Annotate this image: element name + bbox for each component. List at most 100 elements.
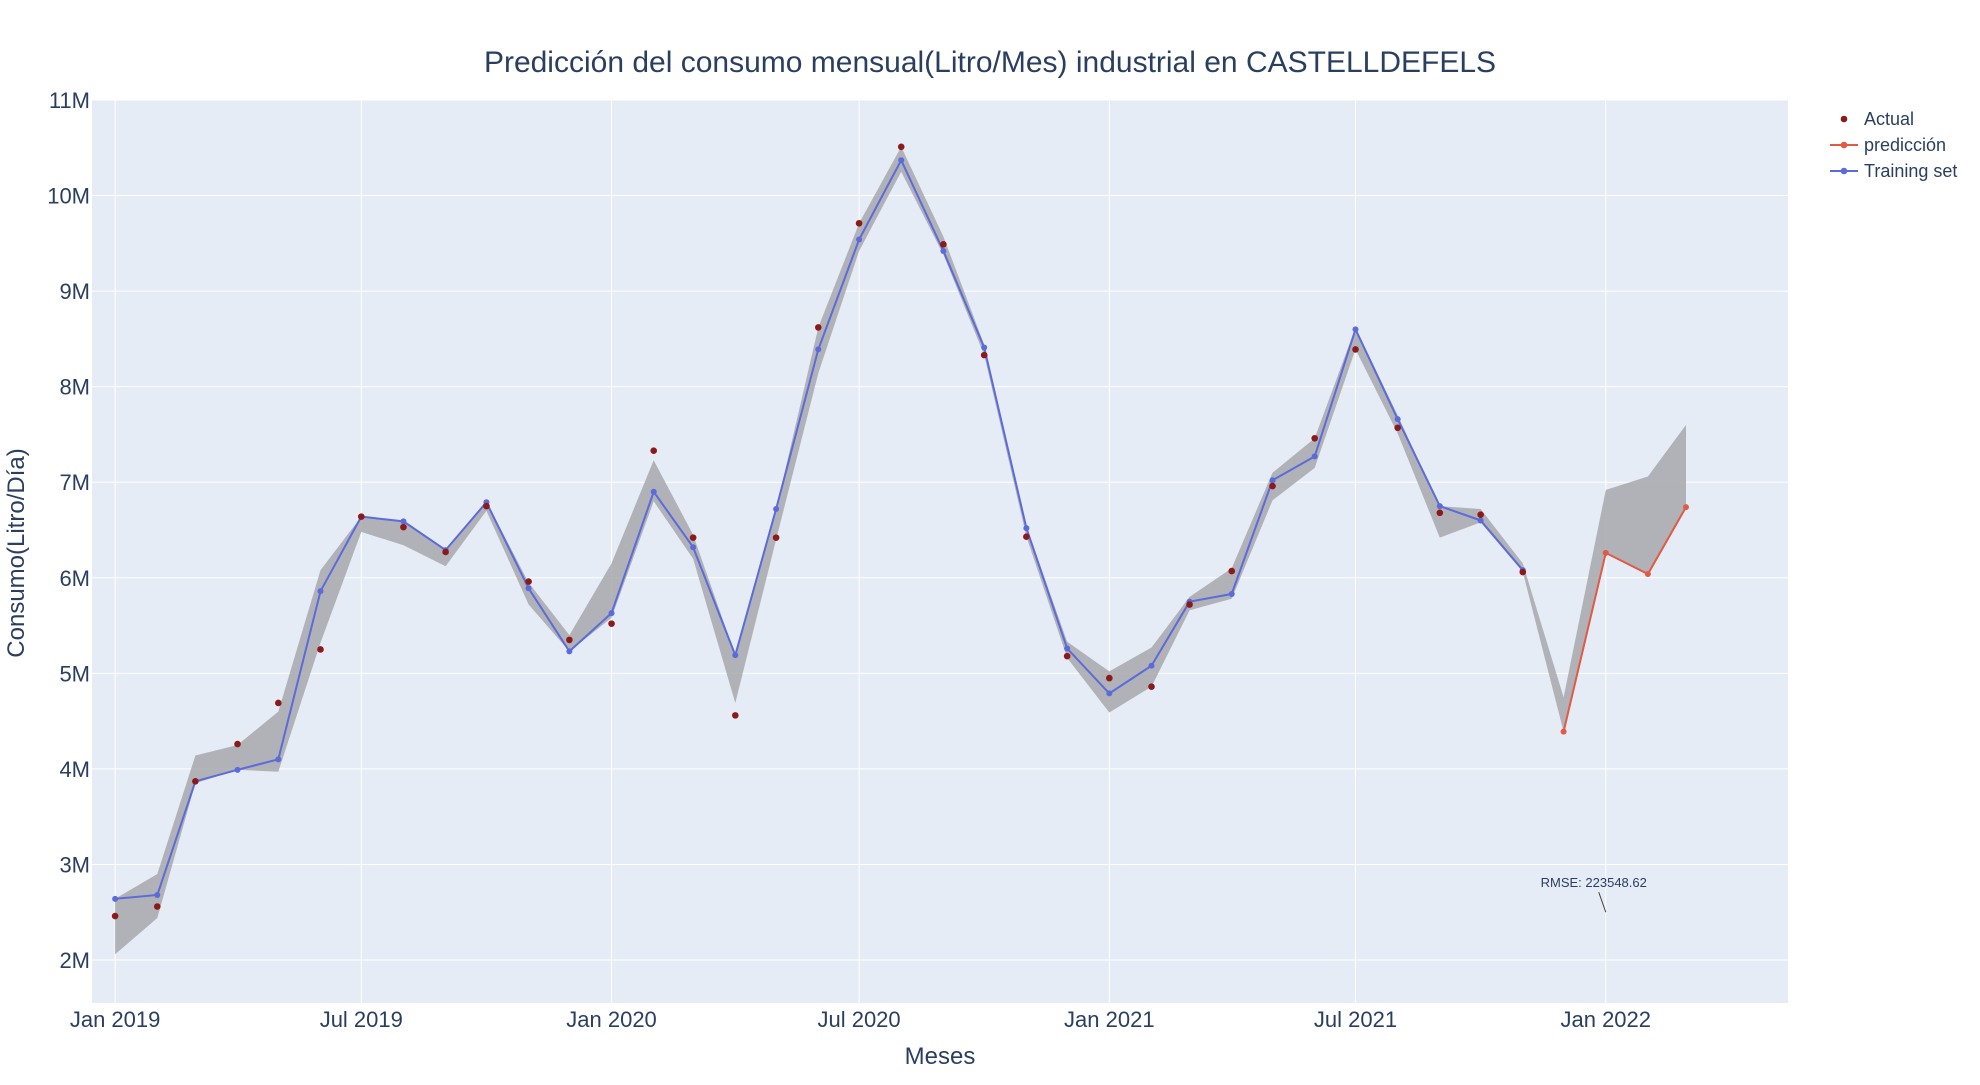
prediccion-point <box>1682 504 1689 511</box>
x-tick-label: Jan 2019 <box>70 1007 161 1032</box>
training-set-point <box>981 344 988 351</box>
actual-point <box>317 646 324 653</box>
legend-label: predicción <box>1864 135 1946 155</box>
y-tick-label: 4M <box>59 757 90 782</box>
training-set-point <box>773 505 780 512</box>
training-set-point <box>1311 453 1318 460</box>
training-set-point <box>400 518 407 525</box>
training-set-point <box>566 648 573 655</box>
training-set-point <box>275 756 282 763</box>
training-set-point <box>525 585 532 592</box>
actual-point <box>772 534 780 541</box>
legend-item-training-set: Training set <box>1830 161 1957 181</box>
x-axis-title: Meses <box>905 1043 976 1070</box>
actual-point <box>400 523 407 531</box>
confidence-band <box>115 146 1687 955</box>
legend-label: Training set <box>1864 161 1957 181</box>
training-set-point <box>856 236 863 243</box>
actual-point <box>1063 652 1071 660</box>
actual-point <box>1228 567 1236 575</box>
actual-point <box>1394 424 1401 432</box>
actual-point <box>442 548 449 556</box>
actual-point <box>897 143 905 151</box>
actual-point <box>357 513 365 520</box>
axes: Jan 2019 Jul 2019 Jan 2020 Jul 2020 Jan 2021… <box>47 88 1651 1032</box>
training-set-point <box>1023 525 1030 532</box>
actual-point <box>111 912 119 920</box>
training-set-point <box>898 157 905 164</box>
actual-point <box>855 219 863 227</box>
actual-point <box>1023 533 1030 540</box>
legend-swatch-marker <box>1840 141 1848 149</box>
rmse-annotation-text: RMSE: 223548.62 <box>1541 875 1647 890</box>
actual-point <box>1477 511 1484 519</box>
actual-point <box>1186 601 1193 608</box>
actual-point <box>1519 568 1527 576</box>
legend-item-prediccion: predicción <box>1830 135 1946 155</box>
actual-point <box>483 502 490 510</box>
training-set-point <box>1436 503 1443 510</box>
training-set-point <box>690 544 697 551</box>
prediccion-series <box>1560 504 1689 735</box>
training-set-point <box>650 488 657 495</box>
y-tick-label: 11M <box>49 88 90 113</box>
training-set-point <box>940 247 947 254</box>
actual-point <box>814 324 822 331</box>
y-tick-label: 7M <box>59 470 90 495</box>
training-set-point <box>1352 326 1359 333</box>
y-tick-label: 8M <box>59 375 90 400</box>
actual-point <box>234 740 241 748</box>
training-set-point <box>1228 591 1235 598</box>
actual-point <box>1311 434 1318 442</box>
training-set-point <box>1477 517 1484 524</box>
actual-point <box>525 578 532 585</box>
legend-swatch-marker <box>1840 115 1848 123</box>
legend-item-actual: Actual <box>1840 109 1914 129</box>
actual-point <box>1352 346 1359 353</box>
y-tick-label: 2M <box>59 948 90 973</box>
actual-point <box>153 903 161 910</box>
actual-point <box>1148 683 1155 691</box>
actual-point <box>1436 509 1444 517</box>
y-tick-label: 6M <box>59 566 90 591</box>
actual-point <box>1269 482 1276 490</box>
chart-title: Predicción del consumo mensual(Litro/Mes… <box>484 46 1496 79</box>
rmse-annotation: RMSE: 223548.62 <box>1541 875 1647 913</box>
x-tick-label: Jul 2021 <box>1314 1007 1397 1032</box>
actual-point <box>608 620 615 627</box>
confidence-band-area <box>115 146 1687 955</box>
training-set-point <box>1064 645 1071 652</box>
plot-area <box>92 100 1788 1003</box>
actual-point <box>940 240 947 248</box>
x-tick-label: Jan 2021 <box>1064 1007 1155 1032</box>
actual-point <box>275 699 282 707</box>
actual-point <box>732 712 739 719</box>
actual-series <box>111 143 1527 920</box>
x-tick-label: Jan 2022 <box>1560 1007 1651 1032</box>
legend: Actual predicción Training set <box>1830 109 1957 181</box>
prediccion-line <box>1562 506 1687 732</box>
actual-point <box>980 351 988 359</box>
y-tick-label: 10M <box>47 184 90 209</box>
actual-point <box>689 534 697 541</box>
series-layer <box>111 143 1689 920</box>
rmse-annotation-arrow <box>1598 892 1607 913</box>
training-set-point <box>234 766 241 773</box>
prediccion-point <box>1602 549 1609 556</box>
training-set-point <box>1148 662 1155 669</box>
legend-label: Actual <box>1864 109 1914 129</box>
training-set-point <box>317 588 324 595</box>
actual-point <box>566 636 573 644</box>
prediccion-point <box>1560 728 1567 735</box>
training-set-point <box>1106 690 1113 697</box>
prediccion-point <box>1644 570 1651 577</box>
training-set-point <box>1269 477 1276 484</box>
x-tick-label: Jul 2020 <box>817 1007 900 1032</box>
training-set-point <box>815 346 822 353</box>
actual-point <box>192 778 199 785</box>
training-set-point <box>732 652 739 659</box>
y-tick-label: 3M <box>59 852 90 877</box>
x-tick-label: Jan 2020 <box>566 1007 657 1032</box>
